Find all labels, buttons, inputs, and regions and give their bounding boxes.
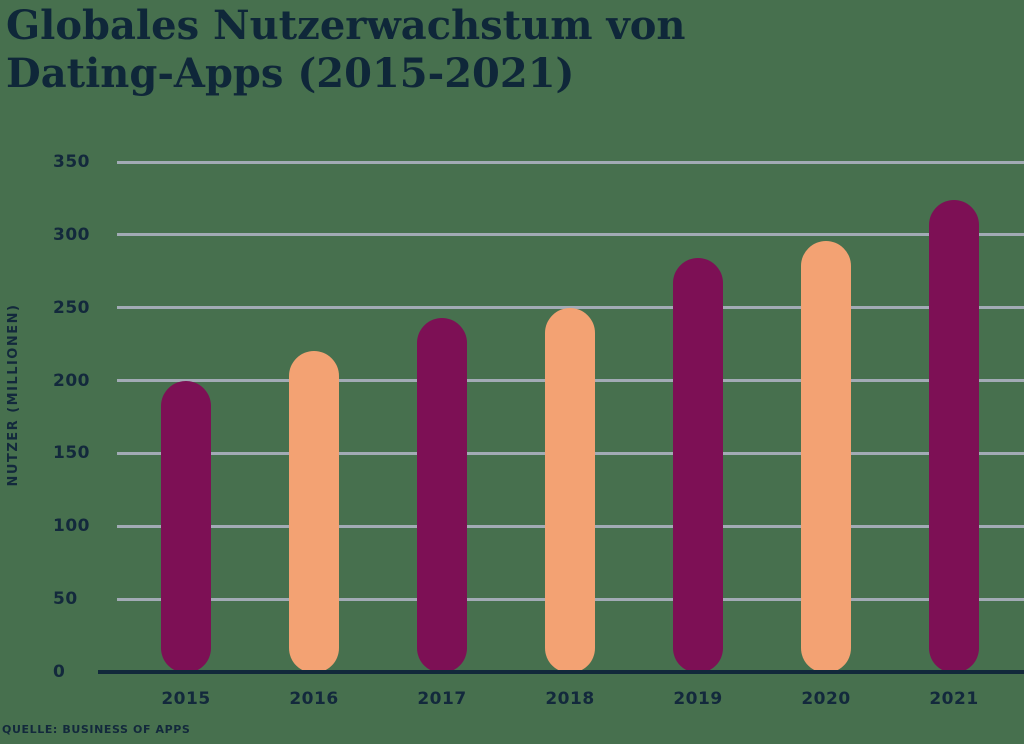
bar-2019 — [673, 258, 723, 673]
source-attribution: QUELLE: BUSINESS OF APPS — [2, 723, 191, 736]
x-tick-label-2017: 2017 — [417, 689, 467, 709]
x-axis-line — [98, 670, 1024, 674]
bar-2016 — [289, 351, 339, 673]
y-tick-label-250: 250 — [53, 297, 90, 318]
bar-2015 — [161, 380, 211, 673]
bar-2020 — [801, 240, 851, 673]
page-title-line-1: Globales Nutzerwachstum von — [6, 2, 686, 49]
y-tick-label-300: 300 — [53, 224, 90, 245]
y-tick-label-200: 200 — [53, 370, 90, 391]
page-title: Globales Nutzerwachstum von Dating-Apps … — [6, 2, 786, 98]
x-tick-label-2019: 2019 — [673, 689, 723, 709]
bar-2018 — [545, 307, 595, 673]
x-tick-label-2020: 2020 — [801, 689, 851, 709]
x-tick-label-2021: 2021 — [929, 689, 979, 709]
y-tick-label-350: 350 — [53, 152, 90, 172]
x-tick-label-2018: 2018 — [545, 689, 595, 709]
bar-2021 — [929, 199, 979, 673]
x-tick-label-2016: 2016 — [289, 689, 339, 709]
bar-2017 — [417, 317, 467, 673]
y-tick-label-150: 150 — [53, 443, 90, 464]
x-tick-label-2015: 2015 — [161, 689, 211, 709]
y-tick-label-50: 50 — [53, 589, 78, 610]
y-tick-label-0: 0 — [53, 662, 66, 682]
gridline-300 — [117, 233, 1024, 237]
page-title-line-2: Dating-Apps (2015-2021) — [6, 50, 575, 97]
y-tick-label-100: 100 — [53, 516, 90, 537]
gridline-350 — [117, 160, 1024, 164]
